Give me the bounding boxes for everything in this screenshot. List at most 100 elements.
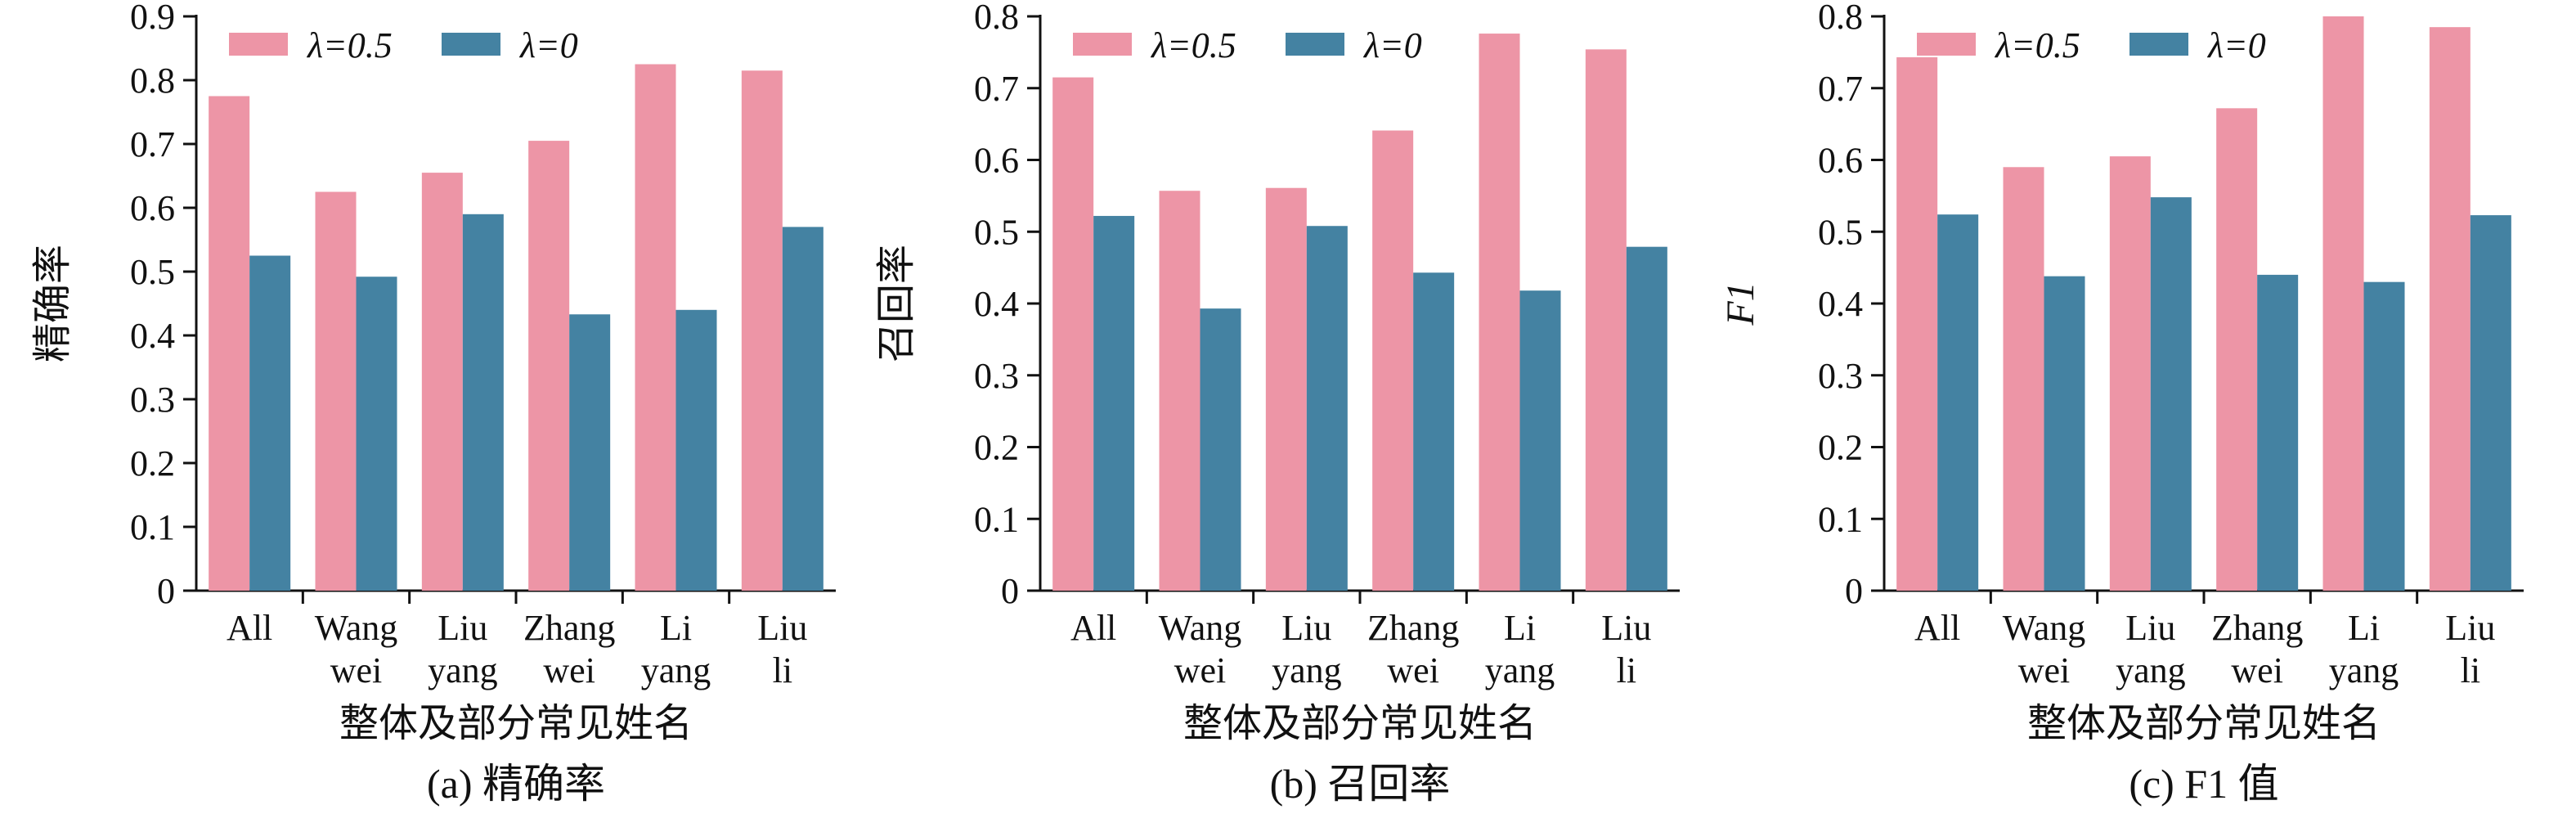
y-tick-label: 0.8 bbox=[974, 0, 1019, 37]
x-tick-label: yang bbox=[2329, 650, 2399, 690]
bar-lambda-0.5 bbox=[741, 70, 783, 591]
x-tick-label: wei bbox=[2231, 650, 2283, 690]
bar-lambda-0 bbox=[675, 309, 717, 591]
x-tick-label: li bbox=[1617, 650, 1636, 690]
bar-lambda-0 bbox=[249, 255, 291, 591]
bar-lambda-0.5 bbox=[2216, 108, 2258, 591]
x-tick-label: Liu bbox=[757, 608, 807, 648]
y-tick-label: 0 bbox=[157, 571, 175, 611]
y-tick-label: 0.7 bbox=[1818, 69, 1863, 109]
y-tick-label: 0.2 bbox=[130, 443, 175, 483]
y-tick-label: 0.3 bbox=[1818, 356, 1863, 396]
y-axis-title: 召回率 bbox=[875, 245, 918, 362]
y-tick-label: 0.5 bbox=[130, 252, 175, 292]
y-tick-label: 0.3 bbox=[130, 380, 175, 420]
bar-lambda-0.5 bbox=[2322, 16, 2364, 591]
y-tick-label: 0.6 bbox=[1818, 141, 1863, 181]
panel-caption: (c) F1 值 bbox=[2129, 761, 2278, 807]
y-tick-label: 0.3 bbox=[974, 356, 1019, 396]
bar-lambda-0.5 bbox=[421, 173, 463, 591]
x-tick-label: yang bbox=[428, 650, 498, 690]
y-tick-label: 0.6 bbox=[130, 188, 175, 228]
bar-lambda-0 bbox=[1626, 246, 1667, 591]
y-tick-label: 0.4 bbox=[130, 316, 175, 356]
x-tick-label: yang bbox=[641, 650, 711, 690]
bar-lambda-0 bbox=[462, 214, 504, 591]
y-tick-label: 0.4 bbox=[974, 284, 1019, 324]
x-tick-label: Li bbox=[2348, 608, 2380, 648]
y-tick-label: 0.6 bbox=[974, 141, 1019, 181]
bar-lambda-0 bbox=[1413, 272, 1455, 591]
x-tick-label: Wang bbox=[2003, 608, 2086, 648]
bar-lambda-0.5 bbox=[2109, 156, 2151, 591]
y-axis-title: F1 bbox=[1719, 281, 1762, 326]
bar-lambda-0 bbox=[1519, 290, 1561, 591]
x-axis-title: 整体及部分常见姓名 bbox=[2027, 702, 2381, 745]
legend-label: λ=0 bbox=[1362, 25, 1422, 65]
bar-lambda-0.5 bbox=[1052, 77, 1094, 591]
x-tick-label: yang bbox=[1485, 650, 1555, 690]
x-tick-label: yang bbox=[2116, 650, 2186, 690]
legend-swatch bbox=[442, 33, 500, 56]
x-tick-label: li bbox=[2461, 650, 2480, 690]
bar-lambda-0 bbox=[782, 227, 824, 591]
x-axis-title: 整体及部分常见姓名 bbox=[339, 702, 693, 745]
bar-lambda-0.5 bbox=[1159, 191, 1200, 591]
bar-lambda-0.5 bbox=[1896, 57, 1938, 591]
legend-swatch bbox=[1286, 33, 1344, 56]
x-tick-label: Zhang bbox=[1367, 608, 1459, 648]
legend-label: λ=0.5 bbox=[1150, 25, 1236, 65]
x-tick-label: Liu bbox=[2125, 608, 2175, 648]
bar-lambda-0.5 bbox=[1479, 34, 1520, 591]
y-tick-label: 0 bbox=[1845, 571, 1863, 611]
bar-lambda-0 bbox=[1093, 215, 1135, 591]
y-tick-label: 0.7 bbox=[974, 69, 1019, 109]
bar-lambda-0.5 bbox=[209, 96, 250, 591]
bar-lambda-0.5 bbox=[635, 64, 676, 591]
x-tick-label: Wang bbox=[315, 608, 398, 648]
x-tick-label: wei bbox=[2018, 650, 2071, 690]
y-tick-label: 0.9 bbox=[130, 0, 175, 37]
y-tick-label: 0.1 bbox=[974, 499, 1019, 539]
bar-lambda-0.5 bbox=[1265, 187, 1307, 591]
bar-lambda-0 bbox=[1937, 214, 1979, 591]
bar-lambda-0 bbox=[2150, 197, 2192, 591]
x-tick-label: Li bbox=[660, 608, 692, 648]
y-tick-label: 0.1 bbox=[130, 507, 175, 547]
y-tick-label: 0.2 bbox=[974, 428, 1019, 468]
x-tick-label: Liu bbox=[1601, 608, 1651, 648]
bar-lambda-0 bbox=[356, 277, 397, 591]
panel-caption: (b) 召回率 bbox=[1270, 761, 1451, 807]
x-tick-label: All bbox=[1070, 608, 1116, 648]
x-tick-label: All bbox=[1914, 608, 1960, 648]
x-tick-label: Zhang bbox=[2211, 608, 2303, 648]
legend-swatch bbox=[1073, 33, 1132, 56]
bar-lambda-0.5 bbox=[2003, 167, 2044, 591]
x-tick-label: Zhang bbox=[523, 608, 615, 648]
x-tick-label: li bbox=[773, 650, 792, 690]
panel-caption: (a) 精确率 bbox=[427, 761, 605, 807]
x-tick-label: Liu bbox=[2445, 608, 2495, 648]
bar-lambda-0 bbox=[2363, 281, 2405, 591]
bar-lambda-0 bbox=[569, 314, 611, 591]
x-tick-label: Li bbox=[1504, 608, 1536, 648]
y-tick-label: 0.1 bbox=[1818, 499, 1863, 539]
legend-swatch bbox=[1917, 33, 1976, 56]
y-tick-label: 0.5 bbox=[974, 212, 1019, 252]
y-tick-label: 0.4 bbox=[1818, 284, 1863, 324]
x-tick-label: wei bbox=[1174, 650, 1227, 690]
bar-lambda-0 bbox=[1306, 226, 1348, 591]
x-tick-label: yang bbox=[1272, 650, 1342, 690]
x-tick-label: Liu bbox=[1281, 608, 1331, 648]
legend-label: λ=0 bbox=[2206, 25, 2266, 65]
bar-lambda-0.5 bbox=[528, 141, 570, 591]
x-tick-label: Wang bbox=[1159, 608, 1242, 648]
y-tick-label: 0 bbox=[1001, 571, 1019, 611]
legend-label: λ=0.5 bbox=[306, 25, 393, 65]
bar-lambda-0 bbox=[1200, 308, 1241, 591]
y-tick-label: 0.2 bbox=[1818, 428, 1863, 468]
